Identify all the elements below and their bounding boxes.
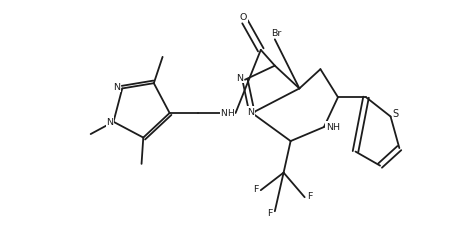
Text: N: N bbox=[107, 118, 113, 127]
Text: S: S bbox=[393, 109, 399, 118]
Text: H: H bbox=[228, 109, 234, 118]
Text: F: F bbox=[307, 191, 313, 200]
Text: N: N bbox=[220, 109, 228, 118]
Text: N: N bbox=[236, 74, 243, 83]
Text: Br: Br bbox=[271, 29, 282, 38]
Text: F: F bbox=[253, 184, 258, 193]
Text: NH: NH bbox=[326, 122, 340, 131]
Text: F: F bbox=[267, 209, 272, 217]
Text: O: O bbox=[239, 13, 247, 22]
Text: N: N bbox=[247, 107, 254, 116]
Text: N: N bbox=[113, 83, 120, 92]
